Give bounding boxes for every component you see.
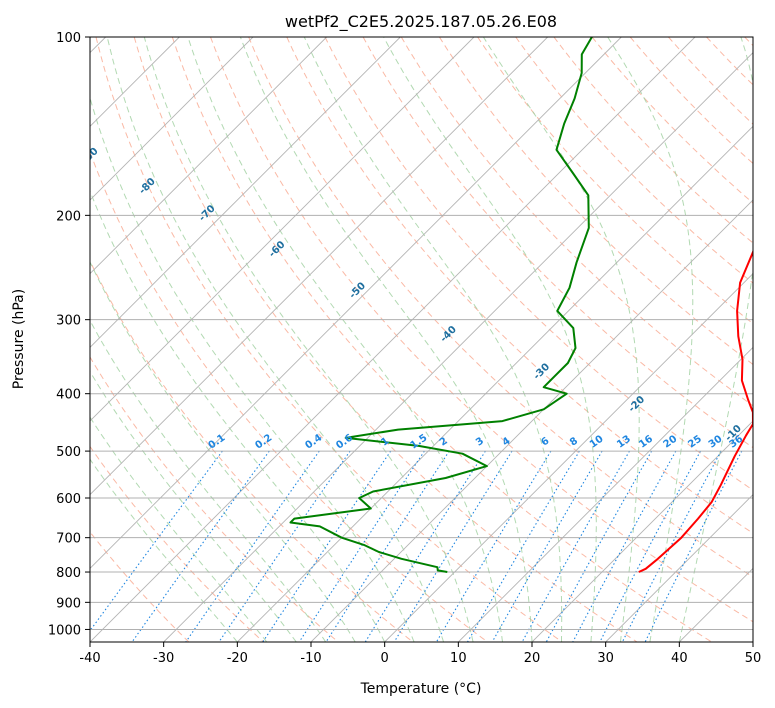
moist-adiabat-line: [607, 37, 694, 642]
x-tick-label: -40: [79, 651, 100, 666]
x-tick-label: 10: [450, 651, 467, 666]
isotherm-line: [531, 420, 753, 642]
dry-adiabat-line: [477, 37, 753, 325]
isotherm-line: [90, 37, 401, 348]
mixing-ratio-line: [90, 450, 223, 632]
moist-adiabat-line: [482, 37, 640, 642]
dry-adiabat-line: [324, 37, 753, 491]
y-tick-label: 100: [56, 31, 81, 46]
mixing-ratio-line: [218, 450, 351, 642]
dry-adiabat-line: [95, 37, 563, 642]
dry-adiabat-label: -100: [24, 109, 50, 135]
mixing-ratio-line: [599, 450, 701, 642]
dry-adiabat-line: [90, 445, 264, 642]
mixing-ratio-line: [521, 450, 630, 642]
mixing-ratio-line: [572, 450, 677, 642]
moist-adiabat-line: [90, 370, 297, 642]
isotherm-line: [237, 125, 753, 642]
dry-adiabat-line: [438, 37, 753, 366]
dewpoint-line: [289, 37, 593, 573]
y-tick-label: 400: [56, 388, 81, 403]
moist-adiabat-line: [143, 37, 474, 642]
moist-adiabat-line: [90, 416, 268, 642]
dry-adiabat-line: [210, 37, 753, 623]
moist-adiabat-line: [187, 37, 503, 642]
mixing-ratio-line: [621, 450, 722, 642]
isotherm-line: [384, 273, 753, 642]
moist-adiabat-line: [383, 37, 597, 642]
dry-adiabat-line: [90, 150, 488, 642]
moist-adiabat-line: [678, 37, 753, 642]
x-tick-label: 30: [597, 651, 614, 666]
y-tick-label: 600: [56, 492, 81, 507]
x-axis-ticks: -40 -30 -20 -10 0 10 20 30 40 50: [79, 642, 761, 666]
isotherm-line: [90, 37, 475, 422]
dry-adiabat-line: [248, 37, 753, 578]
pressure-grid: [90, 37, 753, 630]
moist-adiabat-line: [90, 319, 327, 642]
y-tick-label: 200: [56, 209, 81, 224]
mixing-ratio-line: [545, 450, 653, 642]
moist-adiabat-line: [90, 260, 356, 642]
x-tick-label: 50: [745, 651, 762, 666]
y-tick-label: 700: [56, 532, 81, 547]
mixing-ratio-line: [393, 450, 513, 642]
mixing-ratio-line: [644, 450, 743, 642]
dry-adiabat-line: [90, 356, 339, 642]
moist-adiabat-line: [239, 37, 533, 642]
isotherm-line: [752, 641, 753, 642]
isotherm-line: [90, 37, 327, 275]
mixing-ratio-line: [262, 450, 392, 642]
mixing-ratio-line: [185, 450, 320, 642]
x-tick-label: 40: [671, 651, 688, 666]
isotherm-line: [90, 37, 696, 642]
x-tick-label: 20: [524, 651, 541, 666]
x-tick-label: -20: [227, 651, 248, 666]
dry-adiabat-line: [171, 37, 712, 642]
isotherm-line: [90, 37, 548, 496]
y-tick-label: 300: [56, 314, 81, 329]
dry-adiabat-label: -90: [80, 146, 101, 167]
plot-background: [90, 37, 753, 642]
x-tick-label: -30: [153, 651, 174, 666]
isotherm-line: [90, 37, 254, 201]
temperature-line: [638, 249, 753, 573]
mixing-ratio-line: [491, 450, 603, 642]
mixing-ratio-line: [298, 450, 425, 642]
chart-title: wetPf2_C2E5.2025.187.05.26.E08: [285, 12, 557, 32]
x-tick-label: 0: [381, 651, 389, 666]
isotherm-line: [605, 494, 753, 642]
background-lines: [90, 37, 753, 642]
profile-series: [289, 37, 753, 573]
y-axis-ticks: 100 200 300 400 500 600 700 800 900 1000: [48, 31, 90, 638]
y-tick-label: 500: [56, 445, 81, 460]
plot-frame: [89, 36, 754, 643]
y-tick-label: 1000: [48, 623, 81, 638]
x-tick-label: -10: [300, 651, 321, 666]
moist-adiabat-line: [90, 458, 238, 642]
dry-adiabat-line: [133, 37, 638, 642]
moist-adiabat-line: [106, 37, 445, 642]
isotherm-line: [458, 346, 753, 642]
y-axis-title: Pressure (hPa): [11, 289, 27, 389]
moist-adiabat-line: [90, 189, 386, 642]
x-axis-title: Temperature (°C): [360, 681, 482, 697]
isotherm-line: [310, 199, 753, 642]
isotherm-line: [90, 37, 622, 569]
isotherm-line: [163, 52, 753, 642]
y-tick-label: 900: [56, 596, 81, 611]
y-tick-label: 800: [56, 566, 81, 581]
moist-adiabat-line: [303, 37, 563, 642]
